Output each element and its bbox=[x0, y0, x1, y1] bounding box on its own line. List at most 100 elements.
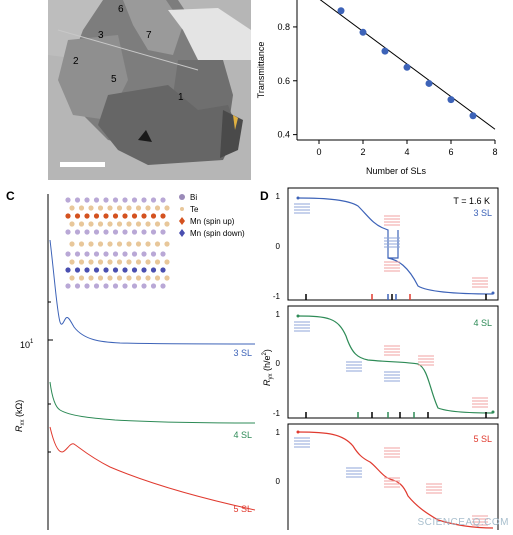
atom bbox=[154, 275, 161, 281]
atom bbox=[74, 251, 81, 257]
transmittance-chart: 0 2 4 6 8 0.4 0.6 0.8 Number of SLs Transmitta… bbox=[256, 0, 498, 176]
legend-bi: Bi bbox=[190, 193, 197, 202]
atom bbox=[69, 221, 75, 227]
atom bbox=[103, 197, 109, 203]
x-tick-label: 4 bbox=[404, 147, 409, 157]
ryx-chart: Ryx (h/e2) T = 1.6 K 1 0 -1 3 SL 1 0 -1 … bbox=[262, 187, 499, 535]
region-label: 3 bbox=[98, 30, 104, 41]
atom bbox=[97, 205, 104, 211]
legend-te: Te bbox=[190, 205, 199, 214]
atom bbox=[150, 197, 157, 203]
series-label-5sl: 5 SL bbox=[473, 434, 492, 444]
atom bbox=[160, 283, 166, 289]
atom bbox=[65, 229, 71, 235]
atom bbox=[150, 229, 157, 235]
atom bbox=[126, 241, 132, 247]
atom bbox=[78, 241, 85, 247]
crystal-structure-inset bbox=[62, 190, 172, 302]
atom bbox=[88, 221, 94, 227]
atom bbox=[135, 275, 142, 281]
y-tick-label: -1 bbox=[273, 409, 281, 418]
atom bbox=[97, 275, 104, 281]
scale-bar bbox=[60, 162, 105, 167]
atom bbox=[65, 267, 71, 273]
atom bbox=[141, 267, 147, 273]
atom bbox=[84, 251, 90, 257]
atom bbox=[135, 259, 142, 265]
legend-mn-down: Mn (spin down) bbox=[190, 229, 245, 238]
region-label: 7 bbox=[146, 30, 152, 41]
atom bbox=[131, 213, 138, 219]
y-axis-label: Ryx (h/e2) bbox=[262, 349, 274, 386]
y-tick-label: 101 bbox=[20, 339, 34, 350]
panel-c: 101 Rxx (kΩ) Bi Te Mn (spin up) Mn (spin… bbox=[0, 182, 258, 530]
data-point bbox=[403, 63, 411, 71]
atom bbox=[116, 205, 123, 211]
y-tick-label: -1 bbox=[273, 292, 281, 301]
atom bbox=[135, 205, 142, 211]
x-tick-label: 2 bbox=[360, 147, 365, 157]
atom bbox=[141, 283, 147, 289]
atom bbox=[122, 229, 128, 235]
data-point bbox=[425, 79, 433, 87]
series-5sl-curve bbox=[297, 431, 494, 529]
x-tick-label: 0 bbox=[316, 147, 321, 157]
atom bbox=[84, 197, 90, 203]
atom bbox=[160, 229, 166, 235]
atom bbox=[84, 283, 90, 289]
panel-d-label: D bbox=[260, 189, 269, 203]
atom bbox=[150, 251, 157, 257]
y-axis-label: Rxx (kΩ) bbox=[14, 400, 26, 432]
atom bbox=[131, 229, 138, 235]
atom bbox=[93, 197, 100, 203]
atom bbox=[145, 259, 151, 265]
series-label-5sl: 5 SL bbox=[233, 504, 252, 514]
atom bbox=[93, 251, 100, 257]
atom bbox=[107, 221, 113, 227]
atom bbox=[78, 221, 85, 227]
atom bbox=[122, 283, 128, 289]
atom bbox=[74, 283, 81, 289]
panel-a: 6 3 7 2 5 1 bbox=[48, 0, 251, 180]
atom bbox=[116, 221, 123, 227]
data-point bbox=[359, 28, 367, 36]
atom-legend: Bi Te Mn (spin up) Mn (spin down) bbox=[179, 193, 245, 238]
x-tick-label: 6 bbox=[448, 147, 453, 157]
atom bbox=[112, 213, 119, 219]
atom bbox=[112, 251, 119, 257]
atom bbox=[164, 241, 170, 247]
atom bbox=[150, 267, 157, 273]
atom bbox=[107, 241, 113, 247]
series-5sl-curve bbox=[49, 426, 256, 511]
atom bbox=[88, 259, 94, 265]
atom bbox=[141, 229, 147, 235]
atom bbox=[65, 197, 71, 203]
atom bbox=[112, 229, 119, 235]
y-tick-label: 1 bbox=[276, 192, 281, 201]
atom bbox=[154, 241, 161, 247]
atom bbox=[126, 275, 132, 281]
atom bbox=[78, 259, 85, 265]
atom bbox=[93, 213, 100, 219]
fit-line bbox=[319, 0, 496, 130]
series-3sl-curve bbox=[49, 239, 256, 345]
region-label: 6 bbox=[118, 4, 124, 15]
region-label: 2 bbox=[73, 56, 79, 67]
atom bbox=[78, 205, 85, 211]
atom bbox=[126, 259, 132, 265]
atom bbox=[122, 213, 128, 219]
series-4sl-curve bbox=[297, 315, 494, 414]
atom bbox=[84, 229, 90, 235]
atom bbox=[145, 241, 151, 247]
atom bbox=[141, 197, 147, 203]
atom bbox=[135, 241, 142, 247]
atom bbox=[150, 283, 157, 289]
atom bbox=[131, 251, 138, 257]
atom bbox=[65, 251, 71, 257]
atom bbox=[131, 283, 138, 289]
atom bbox=[69, 241, 75, 247]
y-tick-label: 0 bbox=[276, 242, 281, 251]
atom bbox=[103, 213, 109, 219]
atom bbox=[116, 275, 123, 281]
atom bbox=[164, 205, 170, 211]
